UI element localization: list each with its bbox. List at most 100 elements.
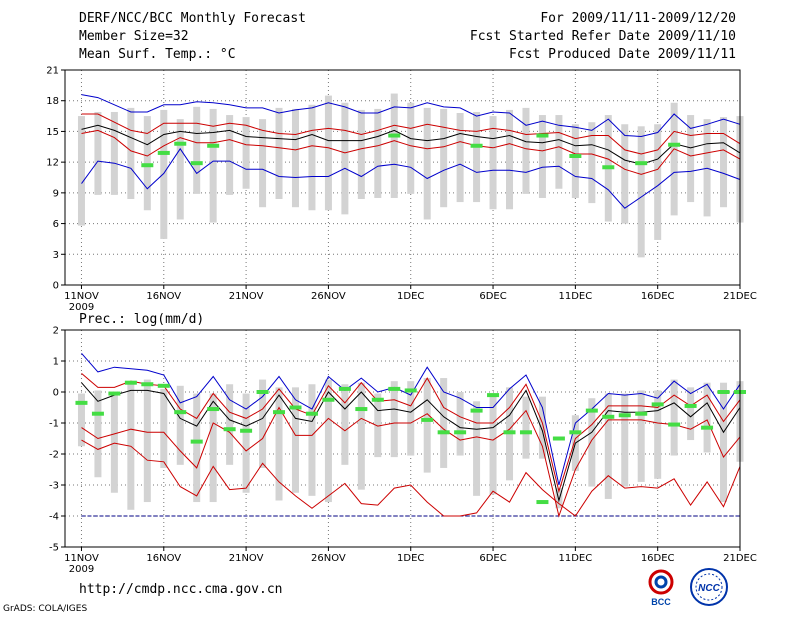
temp-spread-bar — [242, 117, 250, 189]
prec-observed-marker — [635, 411, 648, 416]
temp-spread-bar — [687, 115, 695, 203]
prec-x-tick-label: 1DEC — [397, 553, 424, 564]
prec-spread-bar — [440, 378, 448, 468]
prec-spread-bar — [720, 382, 728, 503]
prec-observed-marker — [157, 383, 170, 388]
temp-spread-bar — [440, 108, 448, 208]
temp-observed-marker — [602, 165, 615, 170]
temp-x-tick-label: 21DEC — [723, 291, 757, 302]
temp-spread-bar — [390, 93, 398, 198]
prec-spread-bar — [193, 393, 201, 503]
temp-spread-bar — [637, 126, 645, 258]
temp-observed-marker — [635, 161, 648, 166]
prec-spread-bar — [423, 378, 431, 473]
prec-observed-marker — [717, 390, 730, 394]
prec-observed-marker — [256, 390, 269, 394]
temp-observed-marker — [190, 161, 203, 166]
prec-observed-marker — [322, 397, 335, 402]
prec-observed-marker — [519, 430, 532, 435]
temp-spread-bar — [127, 107, 135, 199]
temp-lower-line — [81, 129, 741, 175]
prec-observed-marker — [618, 413, 631, 418]
prec-spread-bar — [654, 390, 662, 479]
prec-observed-marker — [388, 386, 401, 391]
header-right: For 2009/11/11-2009/12/20 Fcst Started R… — [470, 10, 736, 64]
temp-spread-bar — [94, 111, 102, 195]
temp-min-line — [81, 147, 741, 209]
prec-observed-marker — [223, 427, 236, 432]
prec-y-tick-label: -2 — [49, 450, 59, 461]
temp-spread-bar — [703, 119, 711, 217]
prec-min-line — [81, 439, 741, 517]
temp-observed-marker — [536, 133, 549, 138]
temp-spread-bar — [275, 107, 283, 199]
temp-observed-marker — [207, 143, 220, 148]
temp-spread-bar — [423, 107, 431, 220]
temp-max-line — [81, 94, 741, 138]
member-size: Member Size=32 — [79, 29, 189, 44]
prec-observed-marker — [668, 422, 681, 427]
temp-spread-bar — [621, 124, 629, 224]
temp-spread-bar — [522, 107, 530, 194]
temp-y-tick-label: 0 — [53, 281, 59, 292]
prec-x-tick-label: 26NOV — [311, 553, 346, 564]
prec-spread-bar — [703, 382, 711, 453]
temp-spread-bar — [209, 108, 217, 223]
prec-x-tick-label: 11NOV — [64, 553, 99, 564]
prec-spread-bar — [357, 382, 365, 490]
prec-observed-marker — [355, 407, 368, 412]
temp-spread-bar — [193, 106, 201, 194]
temp-y-tick-label: 18 — [46, 96, 59, 107]
prec-observed-marker — [437, 430, 450, 435]
temp-mean-line — [81, 124, 741, 165]
forecast-period: For 2009/11/11-2009/12/20 — [540, 11, 736, 26]
temp-spread-bar — [110, 111, 118, 195]
prec-observed-marker — [305, 411, 318, 416]
temp-x-tick-label: 16NOV — [146, 291, 181, 302]
prec-x-tick-label: 21NOV — [229, 553, 264, 564]
source-url[interactable]: http://cmdp.ncc.cma.gov.cn — [79, 582, 283, 597]
prec-y-tick-label: 2 — [53, 326, 59, 337]
prec-observed-marker — [207, 407, 220, 412]
temp-y-tick-label: 21 — [46, 66, 59, 77]
prec-observed-marker — [338, 386, 351, 391]
prec-spread-bar — [473, 401, 481, 496]
temp-x-tick-label: 26NOV — [311, 291, 346, 302]
prec-spread-bar — [160, 388, 168, 468]
temp-x-tick-label: 1DEC — [397, 291, 424, 302]
prec-spread-bar — [242, 393, 250, 493]
temp-spread-bar — [555, 115, 563, 189]
prec-observed-marker — [585, 408, 598, 413]
forecast-title: DERF/NCC/BCC Monthly Forecast — [79, 11, 306, 26]
temp-observed-marker — [668, 142, 681, 147]
prec-observed-marker — [404, 388, 417, 393]
temp-spread-bar — [160, 109, 168, 239]
prec-observed-marker — [174, 410, 187, 415]
temp-observed-marker — [470, 143, 483, 148]
prec-observed-marker — [454, 430, 467, 435]
variable-title: Mean Surf. Temp.: °C — [79, 47, 236, 62]
prec-spread-bar — [604, 393, 612, 499]
prec-spread-bar — [456, 392, 464, 456]
prec-observed-marker — [371, 397, 384, 402]
prec-y-tick-label: 1 — [53, 357, 59, 368]
prec-observed-marker — [421, 417, 434, 422]
temp-spread-bar — [226, 115, 234, 195]
temp-spread-bar — [308, 104, 316, 211]
prec-x-tick-label: 16DEC — [641, 553, 675, 564]
prec-spread-bar — [110, 392, 118, 493]
prec-observed-marker — [124, 380, 137, 385]
prec-spread-bar — [259, 379, 267, 468]
start-date: Fcst Started Refer Date 2009/11/10 — [469, 29, 736, 44]
prec-y-tick-label: -1 — [49, 419, 59, 430]
prec-spread-bar — [209, 393, 217, 503]
temp-spread-bar — [324, 95, 332, 211]
temp-year-label: 2009 — [69, 302, 94, 313]
prec-spread-bar — [637, 390, 645, 482]
prec-spread-bar — [77, 393, 85, 447]
temp-observed-marker — [141, 163, 154, 168]
prec-x-tick-label: 21DEC — [723, 553, 757, 564]
prec-spread-bar — [226, 384, 234, 465]
temp-observed-marker — [388, 133, 401, 138]
